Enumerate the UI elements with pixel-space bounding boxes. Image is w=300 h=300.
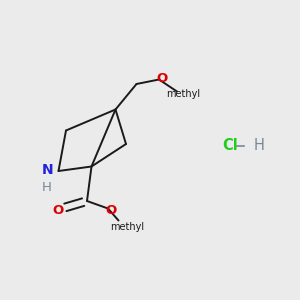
Text: O: O: [156, 71, 168, 85]
Text: H: H: [254, 138, 264, 153]
Text: Cl: Cl: [222, 138, 238, 153]
Text: O: O: [105, 203, 117, 217]
Text: methyl: methyl: [110, 221, 145, 232]
Text: N: N: [41, 163, 53, 176]
Text: methyl: methyl: [166, 89, 200, 100]
Text: O: O: [53, 203, 64, 217]
Text: H: H: [42, 181, 52, 194]
